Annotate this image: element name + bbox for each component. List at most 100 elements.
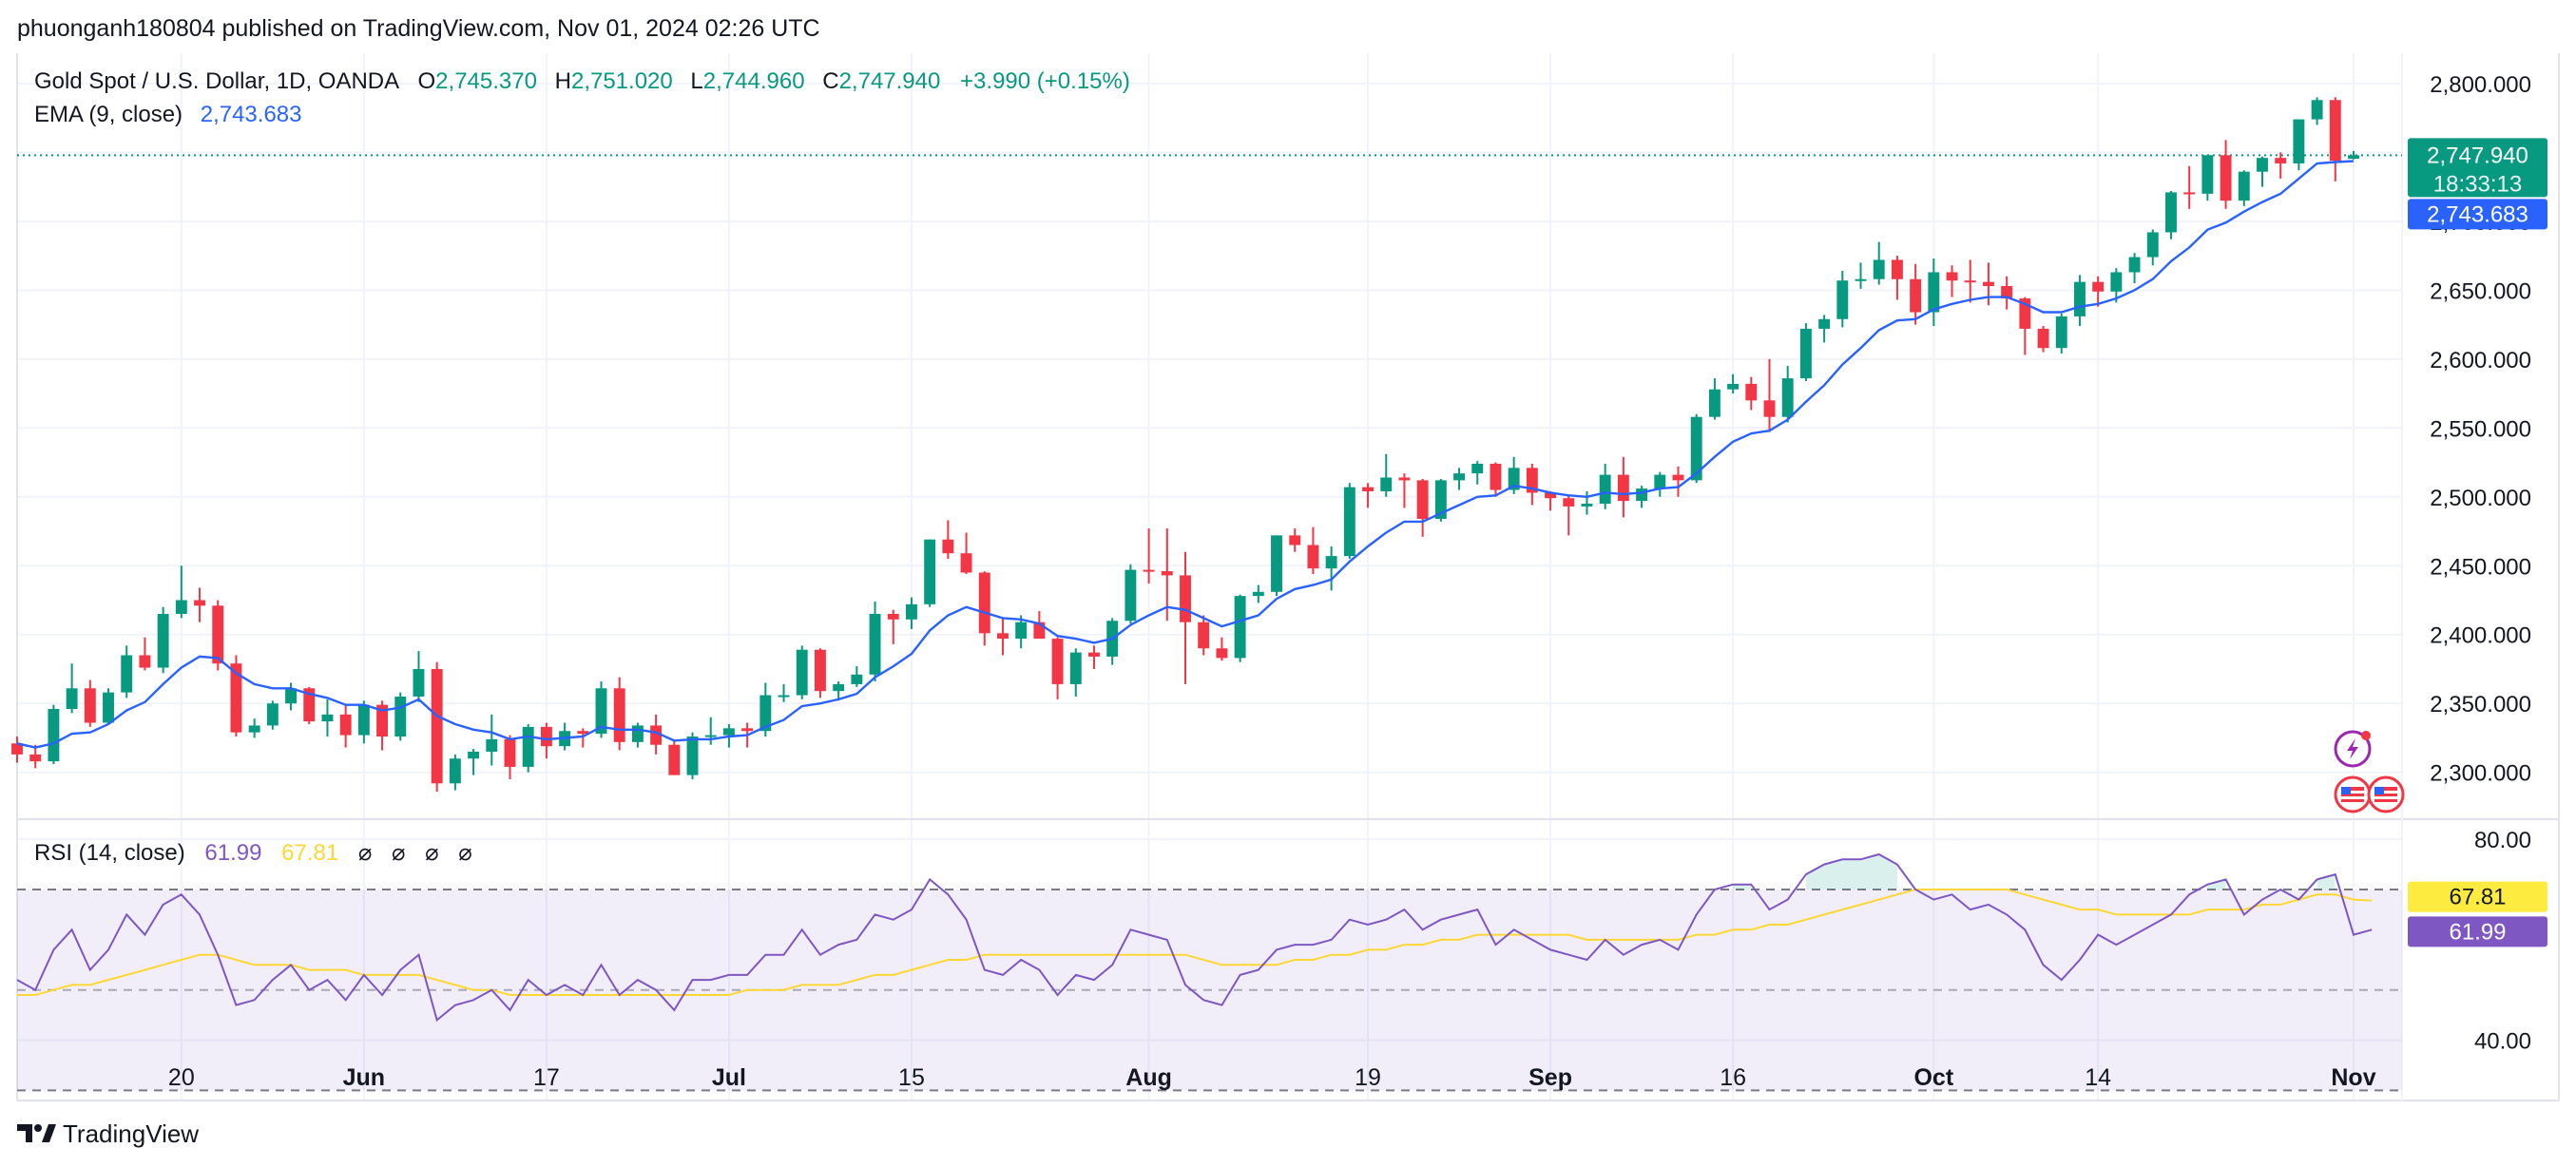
candle-body[interactable] bbox=[1946, 272, 1958, 281]
candle-body[interactable] bbox=[1490, 463, 1502, 490]
ema-legend-label[interactable]: EMA (9, close) bbox=[34, 102, 183, 127]
candle-body[interactable] bbox=[1910, 278, 1922, 313]
candle-body[interactable] bbox=[1143, 569, 1155, 572]
candle-body[interactable] bbox=[1581, 504, 1593, 507]
candle-body[interactable] bbox=[157, 614, 169, 668]
candle-body[interactable] bbox=[357, 704, 370, 736]
candle-body[interactable] bbox=[1636, 488, 1648, 502]
candle-body[interactable] bbox=[376, 704, 389, 737]
candle-body[interactable] bbox=[103, 692, 114, 723]
candle-body[interactable] bbox=[778, 695, 790, 698]
candle-body[interactable] bbox=[1325, 556, 1337, 569]
candle-body[interactable] bbox=[1654, 474, 1666, 489]
candle-body[interactable] bbox=[1362, 487, 1374, 491]
rsi-legend[interactable]: RSI (14, close) 61.99 67.81 ⌀ ⌀ ⌀ ⌀ bbox=[34, 840, 472, 866]
candle-body[interactable] bbox=[1855, 278, 1867, 281]
candle-body[interactable] bbox=[1526, 468, 1538, 493]
candle-body[interactable] bbox=[1873, 259, 1885, 279]
candle-body[interactable] bbox=[796, 649, 808, 696]
candle-body[interactable] bbox=[1161, 571, 1173, 576]
candle-body[interactable] bbox=[2019, 298, 2031, 329]
candle-body[interactable] bbox=[1234, 596, 1246, 659]
time-axis[interactable]: 20 Jun 17 Jul 15 Aug 19 Sep 16 Oct 14 Nov bbox=[168, 1064, 2376, 1091]
candle-body[interactable] bbox=[2092, 281, 2105, 292]
us-flag-event-icon[interactable] bbox=[2334, 775, 2372, 813]
candle-body[interactable] bbox=[431, 668, 443, 784]
candle-body[interactable] bbox=[321, 714, 334, 722]
candle-body[interactable] bbox=[1836, 280, 1849, 319]
candle-body[interactable] bbox=[595, 688, 607, 735]
candle-body[interactable] bbox=[2037, 328, 2049, 349]
candle-body[interactable] bbox=[175, 600, 187, 615]
candlestick-series[interactable] bbox=[11, 97, 2359, 793]
candle-body[interactable] bbox=[84, 688, 96, 723]
candle-body[interactable] bbox=[449, 758, 461, 784]
candle-body[interactable] bbox=[2074, 281, 2086, 316]
candle-body[interactable] bbox=[1252, 591, 1264, 597]
candle-body[interactable] bbox=[960, 553, 972, 573]
candle-body[interactable] bbox=[1434, 480, 1447, 519]
candle-body[interactable] bbox=[1617, 474, 1629, 502]
candle-body[interactable] bbox=[1599, 474, 1611, 505]
rsi-axis[interactable]: 80.00 40.00 bbox=[2474, 828, 2531, 1054]
candle-body[interactable] bbox=[504, 738, 516, 767]
candle-body[interactable] bbox=[1690, 416, 1702, 481]
candle-body[interactable] bbox=[1453, 473, 1465, 481]
candle-body[interactable] bbox=[833, 683, 845, 692]
candle-body[interactable] bbox=[741, 728, 754, 732]
candle-body[interactable] bbox=[2238, 171, 2250, 201]
candle-body[interactable] bbox=[29, 754, 42, 762]
candle-body[interactable] bbox=[540, 726, 552, 747]
tradingview-logo[interactable]: TradingView bbox=[17, 1119, 199, 1148]
candle-body[interactable] bbox=[2001, 285, 2013, 299]
candle-body[interactable] bbox=[631, 725, 644, 742]
ema-line[interactable] bbox=[16, 160, 2355, 749]
candle-body[interactable] bbox=[1745, 383, 1758, 401]
us-flag-event-icon[interactable] bbox=[2367, 775, 2405, 813]
candle-body[interactable] bbox=[1799, 328, 1812, 379]
ema-legend[interactable]: EMA (9, close) 2,743.683 bbox=[34, 102, 302, 127]
candle-body[interactable] bbox=[1545, 492, 1557, 499]
candle-body[interactable] bbox=[2183, 192, 2196, 195]
candle-body[interactable] bbox=[887, 614, 899, 620]
symbol-title[interactable]: Gold Spot / U.S. Dollar, 1D, OANDA bbox=[34, 68, 399, 94]
candle-body[interactable] bbox=[248, 725, 260, 733]
candle-body[interactable] bbox=[139, 655, 151, 668]
candle-body[interactable] bbox=[1508, 468, 1520, 490]
candle-body[interactable] bbox=[66, 688, 78, 710]
candle-body[interactable] bbox=[285, 688, 297, 704]
candle-body[interactable] bbox=[212, 605, 224, 664]
candle-body[interactable] bbox=[1289, 535, 1301, 545]
candle-body[interactable] bbox=[851, 674, 863, 684]
candle-body[interactable] bbox=[704, 735, 717, 737]
candle-body[interactable] bbox=[230, 663, 242, 733]
candle-body[interactable] bbox=[2146, 232, 2159, 258]
candle-body[interactable] bbox=[48, 709, 60, 762]
candle-body[interactable] bbox=[1051, 639, 1064, 684]
candle-body[interactable] bbox=[1343, 487, 1355, 557]
candle-body[interactable] bbox=[1964, 280, 1976, 283]
candle-body[interactable] bbox=[978, 572, 990, 634]
candle-body[interactable] bbox=[924, 539, 936, 604]
candle-body[interactable] bbox=[814, 649, 826, 692]
candle-body[interactable] bbox=[1471, 463, 1484, 474]
candle-body[interactable] bbox=[650, 725, 663, 745]
candle-body[interactable] bbox=[2128, 257, 2141, 273]
candle-body[interactable] bbox=[1125, 569, 1137, 622]
candle-body[interactable] bbox=[394, 696, 407, 737]
candle-body[interactable] bbox=[2165, 192, 2177, 233]
main-legend[interactable]: Gold Spot / U.S. Dollar, 1D, OANDA O2,74… bbox=[34, 68, 1130, 94]
candle-body[interactable] bbox=[668, 744, 681, 775]
candle-body[interactable] bbox=[1033, 622, 1046, 640]
candle-body[interactable] bbox=[339, 714, 352, 736]
candle-body[interactable] bbox=[1180, 575, 1191, 622]
candle-body[interactable] bbox=[759, 695, 772, 732]
candle-body[interactable] bbox=[1271, 535, 1282, 592]
candle-body[interactable] bbox=[1928, 272, 1940, 313]
candle-body[interactable] bbox=[997, 633, 1009, 640]
candle-body[interactable] bbox=[468, 751, 480, 759]
candle-body[interactable] bbox=[906, 603, 917, 620]
candle-body[interactable] bbox=[2201, 155, 2214, 194]
candle-body[interactable] bbox=[522, 726, 534, 767]
